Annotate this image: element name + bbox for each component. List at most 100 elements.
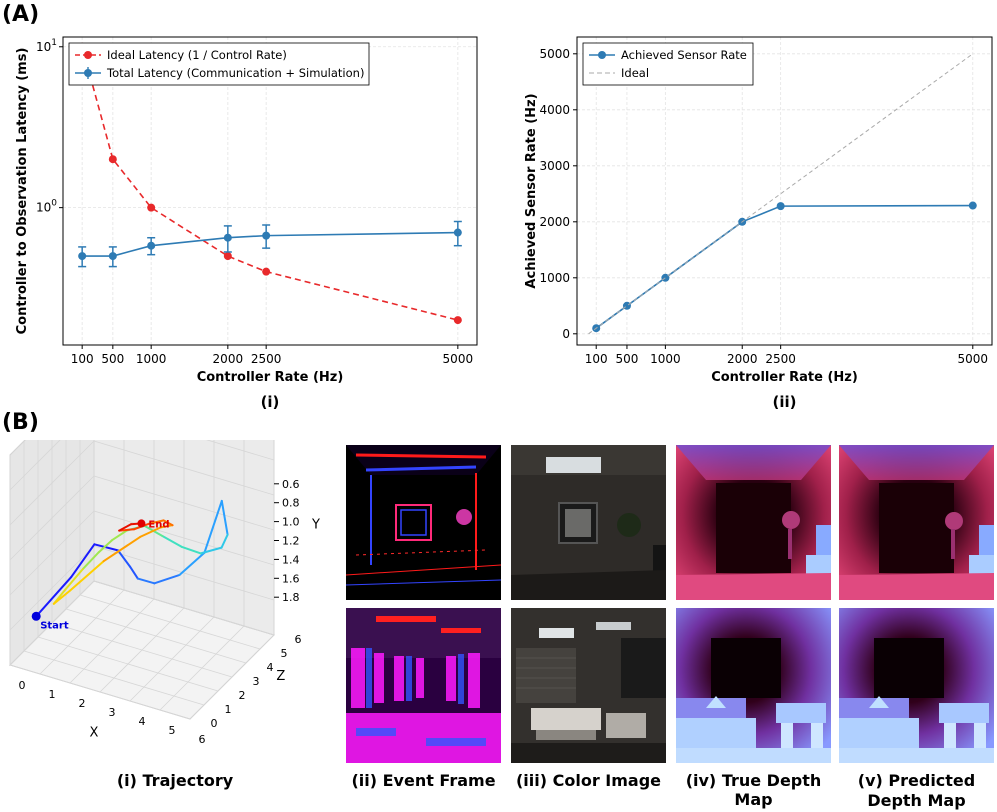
x-tick-label: 2500 [251, 352, 282, 366]
z-tick-label: 2 [239, 689, 246, 702]
trajectory-segment [147, 519, 165, 525]
trajectory-segment [97, 539, 113, 554]
plot-frame [576, 36, 993, 346]
trajectory-segment [220, 499, 229, 536]
x-tick-label: 5000 [443, 352, 474, 366]
y-tick-label: 1.8 [282, 591, 300, 604]
trajectory-segment [178, 551, 206, 576]
end-marker [137, 519, 146, 528]
y-tick-label: 101 [36, 38, 57, 54]
trajectory-segment [111, 529, 128, 542]
data-point [147, 241, 156, 250]
z-tick-label: 0 [211, 717, 218, 730]
x-axis-label: Controller Rate (Hz) [711, 370, 858, 385]
trajectory-segment [64, 568, 84, 591]
x-tick-label: 6 [199, 733, 206, 746]
legend-entry-label: Ideal Latency (1 / Control Rate) [107, 48, 287, 62]
end-label: End [148, 519, 169, 530]
z-tick-label: 5 [281, 647, 288, 660]
sensor-rate-chart: 100 500 1000 2000 2500 5000 0 1000 2000 3000 4000 5… [524, 36, 993, 411]
trajectory-segment [161, 535, 183, 548]
y-tick-label: 1.6 [282, 572, 300, 585]
predicted-depth-map-image-2 [839, 608, 994, 763]
data-point [661, 273, 670, 282]
y-tick-label: 2000 [539, 215, 570, 229]
trajectory-segment [199, 546, 223, 555]
trajectory-segment [162, 519, 174, 527]
y-tick-label: 0 [562, 327, 570, 341]
event-frame-image-1 [346, 445, 501, 600]
z-tick-label: 3 [253, 675, 260, 688]
start-label: Start [40, 620, 69, 631]
true-depth-map-image-1 [676, 445, 831, 600]
start-marker [31, 611, 41, 621]
data-point [223, 233, 232, 242]
trajectory-segment [117, 549, 131, 568]
chart-caption: (i) [261, 393, 280, 411]
legend-swatch-marker [598, 51, 606, 59]
y-tick-label: 100 [36, 199, 57, 215]
predicted-depth-map-image-1 [839, 445, 994, 600]
data-point [776, 202, 785, 211]
legend-entry-label: Ideal [621, 66, 649, 80]
data-point [453, 228, 462, 237]
predicted-depth-caption-line1: (v) Predicted [857, 771, 976, 790]
event-frame-image-2 [346, 608, 501, 763]
y-axis-label: Controller to Observation Latency (ms) [15, 48, 30, 335]
series-line-1 [82, 231, 458, 257]
trajectory-segment [220, 533, 229, 549]
data-point [453, 316, 462, 325]
trajectory-segment [93, 543, 119, 552]
trajectory-segment [136, 577, 156, 585]
x-tick-label: 2000 [213, 352, 244, 366]
trajectory-segment [81, 551, 100, 571]
trajectory-segment [139, 526, 162, 538]
y-tick-label: 0.8 [282, 497, 300, 510]
z-tick-label: 6 [295, 633, 302, 646]
wall-grid [205, 440, 275, 461]
series-line-0 [595, 204, 973, 329]
true-depth-map-image-2 [676, 608, 831, 763]
data-point [223, 252, 232, 261]
data-point [262, 267, 271, 276]
x-tick-label: 3 [109, 706, 116, 719]
trajectory-segment [159, 524, 174, 529]
event-frame-caption: (ii) Event Frame [351, 771, 496, 790]
wall-grid [9, 440, 61, 491]
trajectory-segment [180, 545, 202, 555]
data-point [262, 231, 271, 240]
predicted-depth-caption-line2: Depth Map [867, 791, 966, 810]
color-image-caption: (iii) Color Image [515, 771, 662, 790]
series-line-0 [81, 46, 459, 321]
x-tick-label: 1000 [136, 352, 167, 366]
legend-box [582, 42, 754, 86]
x-tick-label: 100 [585, 352, 608, 366]
legend-swatch-marker [84, 51, 92, 59]
z-axis-label: Z [276, 669, 285, 684]
x-tick-label: 5 [169, 724, 176, 737]
x-tick-label: 100 [71, 352, 94, 366]
series-line-1 [588, 53, 974, 335]
x-tick-label: 2500 [765, 352, 796, 366]
x-tick-label: 4 [139, 715, 146, 728]
trajectory-caption: (i) Trajectory [116, 771, 234, 790]
z-tick-label: 1 [225, 703, 232, 716]
data-point [622, 301, 631, 310]
x-tick-label: 500 [616, 352, 639, 366]
color-image-2 [511, 608, 666, 763]
color-image-1 [511, 445, 666, 600]
legend-box [68, 42, 370, 86]
legend-entry-label: Total Latency (Communication + Simulatio… [106, 66, 364, 80]
y-tick-label: 1000 [539, 271, 570, 285]
trajectory-3d-chart: 0123456X0123456Z0.60.81.01.21.41.61.8YSt… [9, 440, 320, 746]
x-tick-label: 1 [49, 688, 56, 701]
data-point [108, 155, 117, 164]
x-tick-label: 5000 [958, 352, 989, 366]
trajectory-segment [69, 560, 105, 592]
trajectory-segment [153, 573, 181, 585]
data-point [147, 203, 156, 212]
y-tick-label: 3000 [539, 159, 570, 173]
legend-entry-label: Achieved Sensor Rate [621, 48, 747, 62]
y-tick-label: 4000 [539, 103, 570, 117]
trajectory-segment [118, 523, 132, 532]
